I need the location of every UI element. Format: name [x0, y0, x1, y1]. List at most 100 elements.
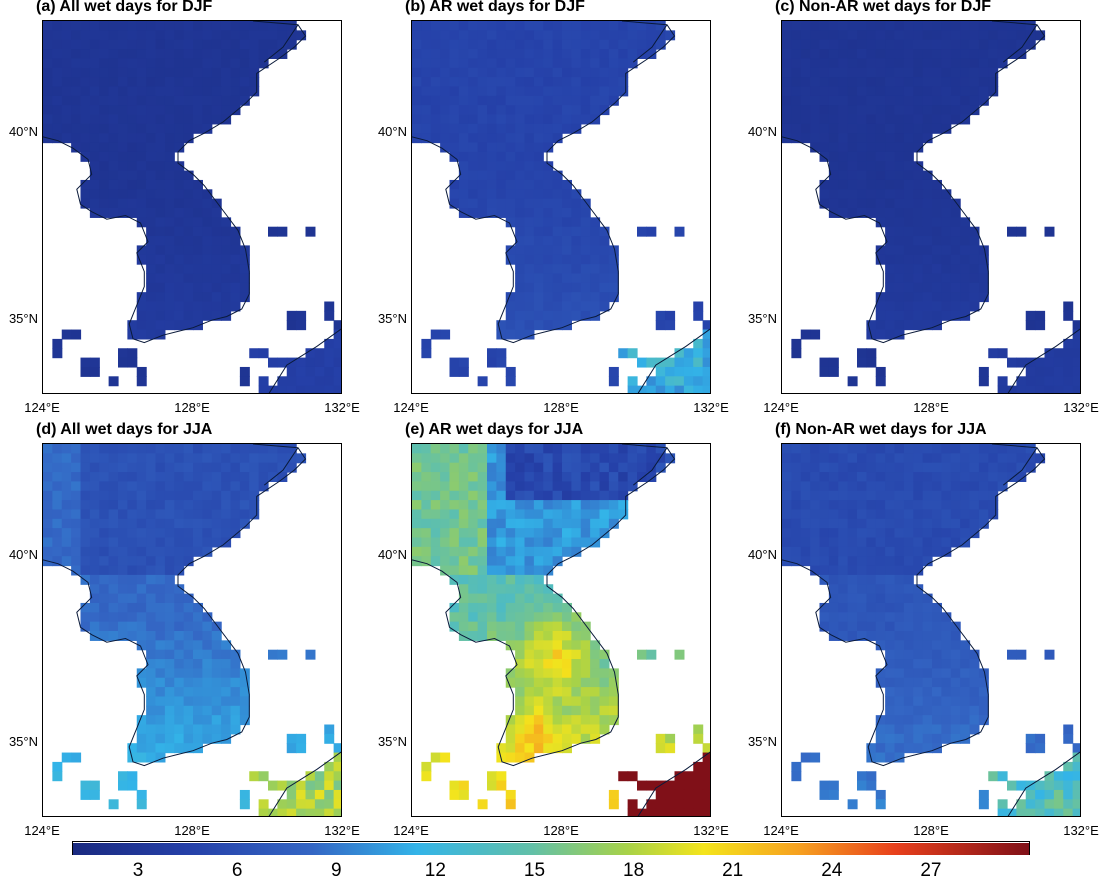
grid-cell — [571, 687, 582, 698]
grid-cell — [155, 67, 166, 78]
grid-cell — [838, 67, 849, 78]
grid-cell — [52, 86, 63, 97]
grid-cell — [894, 179, 905, 190]
grid-cell — [969, 481, 980, 492]
grid-cell — [230, 528, 241, 539]
grid-cell — [505, 161, 516, 172]
grid-cell — [941, 518, 952, 529]
grid-cell — [258, 49, 269, 59]
grid-cell — [61, 462, 72, 473]
grid-cell — [52, 771, 63, 782]
grid-cell — [136, 21, 147, 31]
grid-cell — [496, 170, 507, 181]
grid-cell — [146, 724, 157, 735]
grid-cell — [950, 490, 961, 501]
grid-cell — [89, 366, 100, 377]
grid-cell — [136, 621, 147, 632]
grid-cell — [286, 462, 297, 473]
grid-cell — [524, 236, 535, 246]
grid-cell — [571, 189, 582, 200]
grid-cell — [969, 472, 980, 482]
grid-cell — [80, 472, 91, 482]
grid-cell — [108, 86, 119, 97]
grid-cell — [875, 30, 886, 41]
grid-cell — [1053, 376, 1064, 387]
grid-cell — [127, 170, 138, 181]
grid-cell — [221, 77, 232, 88]
lat-label: 40°N — [377, 124, 407, 140]
grid-cell — [590, 705, 601, 716]
lon-label: 124°E — [24, 400, 60, 415]
grid-cell — [885, 114, 896, 125]
grid-cell — [468, 453, 479, 464]
grid-cell — [136, 640, 147, 651]
grid-cell — [468, 39, 479, 50]
grid-cell — [202, 481, 213, 492]
grid-cell — [838, 161, 849, 172]
grid-cell — [932, 631, 942, 641]
grid-cell — [608, 687, 619, 698]
grid-cell — [324, 348, 335, 359]
grid-cell — [211, 668, 222, 679]
grid-cell — [71, 67, 82, 78]
grid-cell — [800, 86, 811, 97]
grid-cell — [430, 453, 441, 464]
grid-cell — [164, 226, 175, 237]
grid-cell — [1016, 808, 1027, 816]
grid-cell — [515, 453, 526, 464]
grid-cell — [590, 264, 601, 275]
grid-cell — [932, 282, 942, 293]
grid-cell — [127, 500, 138, 511]
grid-cell — [819, 472, 830, 482]
grid-cell — [810, 49, 821, 59]
grid-cell — [857, 49, 867, 59]
grid-cell — [543, 217, 554, 228]
grid-cell — [800, 21, 811, 31]
grid-cell — [333, 761, 341, 772]
grid-cell — [894, 123, 905, 134]
grid-cell — [922, 254, 933, 265]
grid-cell — [183, 556, 194, 567]
grid-cell — [164, 687, 175, 698]
grid-cell — [847, 179, 858, 190]
grid-cell — [903, 151, 914, 162]
grid-cell — [885, 593, 896, 604]
grid-cell — [202, 58, 213, 69]
grid-cell — [552, 77, 563, 88]
grid-cell — [810, 67, 821, 78]
grid-cell — [108, 462, 119, 473]
grid-cell — [1044, 799, 1055, 810]
grid-cell — [819, 86, 830, 97]
grid-cell — [580, 208, 591, 218]
grid-cell — [1016, 49, 1027, 59]
grid-cell — [268, 385, 278, 393]
grid-cell — [477, 556, 488, 567]
grid-cell — [922, 236, 933, 246]
grid-cell — [146, 301, 157, 312]
grid-cell — [211, 264, 222, 275]
grid-cell — [875, 67, 886, 78]
grid-cell — [997, 348, 1008, 359]
grid-cell — [421, 58, 432, 69]
grid-cell — [866, 481, 877, 492]
grid-cell — [202, 292, 213, 303]
grid-cell — [89, 518, 100, 529]
lat-label: 35°N — [377, 311, 407, 327]
grid-cell — [468, 49, 479, 59]
grid-cell — [562, 198, 572, 209]
grid-cell — [903, 518, 914, 529]
grid-cell — [164, 500, 175, 511]
grid-cell — [571, 58, 582, 69]
grid-cell — [430, 528, 441, 539]
grid-cell — [183, 509, 194, 520]
grid-cell — [646, 226, 657, 237]
grid-cell — [922, 631, 933, 641]
grid-cell — [580, 301, 591, 312]
grid-cell — [296, 799, 307, 810]
grid-cell — [174, 724, 185, 735]
grid-cell — [211, 236, 222, 246]
grid-cell — [211, 301, 222, 312]
grid-cell — [932, 189, 942, 200]
grid-cell — [183, 715, 194, 726]
grid-cell — [543, 39, 554, 50]
